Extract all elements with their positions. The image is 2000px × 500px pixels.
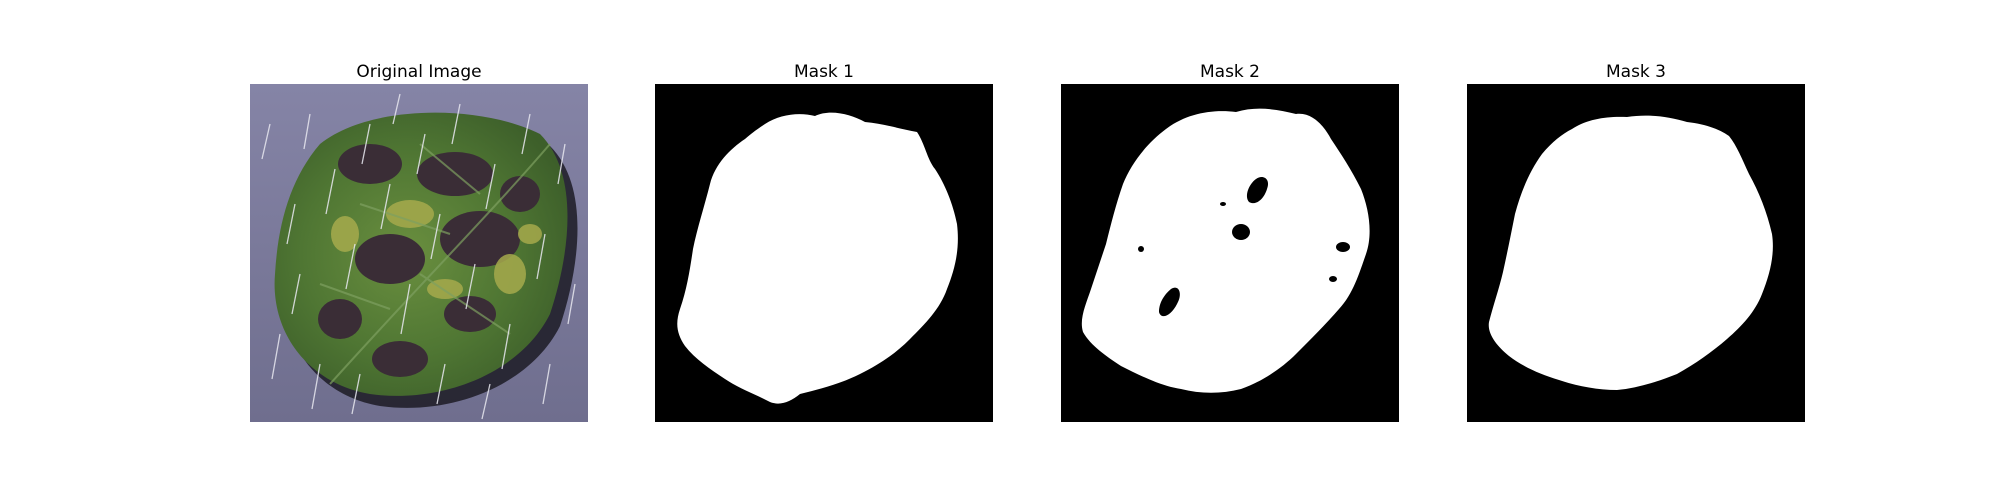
mask-2-image [1061,84,1399,422]
mask-1-image [655,84,993,422]
rain-streaks [261,93,576,420]
mask-region [1488,115,1773,390]
mask-region [677,112,958,404]
mask-3-image [1467,84,1805,422]
panel-mask-2: Mask 2 [1061,61,1399,422]
panel-title: Mask 2 [1199,62,1260,82]
panel-mask-3: Mask 3 [1467,61,1805,422]
mask-holes [1138,177,1350,317]
leaf-veins [319,143,551,385]
panel-title: Mask 3 [1605,62,1666,82]
panel-title: Original Image [356,62,482,82]
panel-original-image: Original Image [250,61,588,422]
panel-title: Mask 1 [793,62,854,82]
original-leaf-image [250,84,588,422]
mask-region [1081,108,1370,393]
leaf-yellow-patches [331,200,542,299]
panel-mask-1: Mask 1 [655,61,993,422]
